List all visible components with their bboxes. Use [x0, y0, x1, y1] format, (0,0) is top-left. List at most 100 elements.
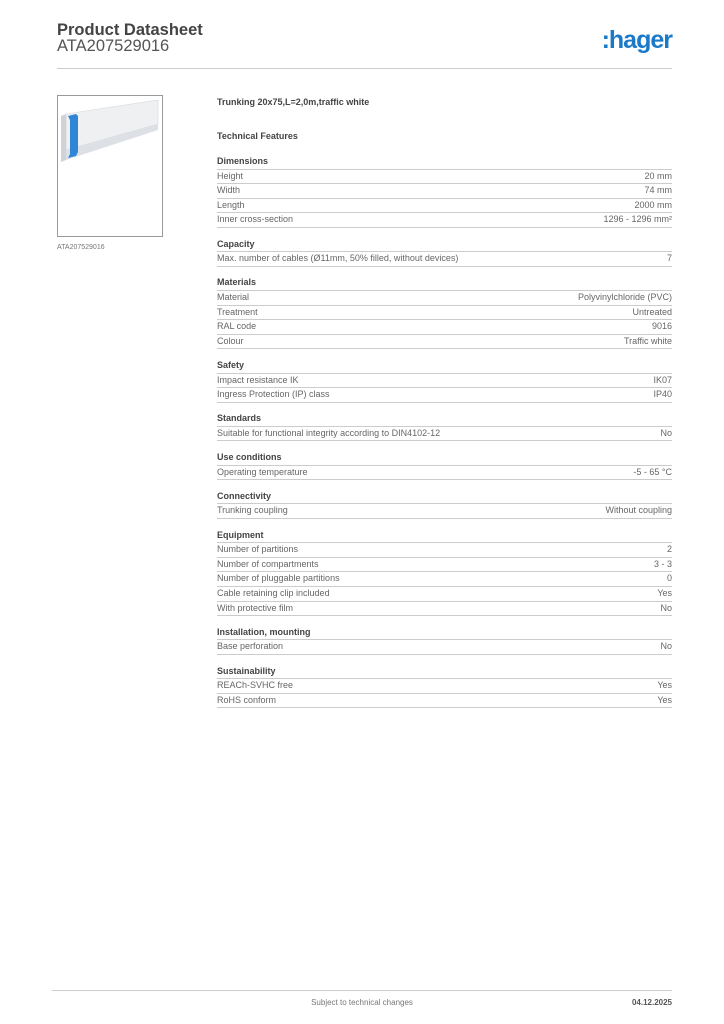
spec-label: Impact resistance IK	[217, 374, 299, 385]
spec-label: Cable retaining clip included	[217, 588, 330, 598]
spec-section: Installation, mounting Base perforation No	[217, 626, 672, 655]
spec-value: 20 mm	[644, 170, 672, 181]
spec-value: IK07	[653, 374, 672, 385]
hager-logo: :hager	[601, 26, 673, 54]
section-heading: Use conditions	[217, 451, 672, 466]
spec-label: Height	[217, 170, 244, 181]
spec-value: Yes	[657, 694, 672, 705]
spec-row: Number of pluggable partitions 0	[217, 572, 672, 587]
spec-value: Polyvinylchloride (PVC)	[577, 291, 672, 302]
spec-label: Base perforation	[217, 641, 284, 652]
spec-label: Trunking coupling	[217, 505, 288, 516]
spec-label: RoHS conform	[217, 694, 277, 705]
spec-section: Dimensions Height 20 mm Width 74 mm Length 200…	[217, 155, 672, 228]
trunking-illustration	[61, 99, 159, 162]
spec-value: 2	[666, 544, 672, 555]
spec-row: Suitable for functional integrity accord…	[217, 427, 672, 442]
technical-features-heading: Technical Features	[217, 131, 298, 141]
spec-value: No	[660, 427, 672, 438]
spec-value: Yes	[657, 588, 672, 598]
spec-label: Inner cross-section	[217, 214, 294, 225]
spec-content: Trunking 20x75,L=2,0m,traffic white Tech…	[217, 95, 672, 709]
spec-row: Length 2000 mm	[217, 199, 672, 214]
product-image	[57, 95, 163, 237]
footer-divider	[52, 990, 672, 991]
spec-section: Safety Impact resistance IK IK07 Ingress Pr…	[217, 359, 672, 403]
spec-row: Trunking coupling Without coupling	[217, 504, 672, 520]
spec-row: Number of partitions 2	[217, 543, 672, 558]
spec-value: Untreated	[632, 306, 672, 317]
spec-label: RAL code	[217, 321, 257, 332]
spec-label: Length	[217, 199, 245, 210]
spec-row: With protective film No	[217, 602, 672, 617]
spec-value: 7	[666, 253, 672, 264]
page-title: Product Datasheet	[57, 21, 203, 39]
spec-row: Operating temperature -5 - 65 °C	[217, 466, 672, 481]
spec-row: Colour Traffic white	[217, 335, 672, 350]
spec-label: Treatment	[217, 306, 258, 317]
spec-label: Colour	[217, 335, 244, 346]
spec-row: Cable retaining clip included Yes	[217, 587, 672, 602]
product-name: Trunking 20x75,L=2,0m,traffic white	[217, 97, 370, 107]
spec-value: Without coupling	[605, 505, 672, 516]
spec-row: RoHS conform Yes	[217, 694, 672, 709]
spec-label: Number of compartments	[217, 558, 319, 569]
spec-value: -5 - 65 °C	[633, 466, 672, 477]
section-heading: Connectivity	[217, 490, 672, 505]
section-heading: Dimensions	[217, 155, 672, 170]
spec-value: No	[660, 641, 672, 652]
spec-section: Capacity Max. number of cables (Ø11mm, 50…	[217, 238, 672, 267]
spec-value: IP40	[653, 389, 672, 400]
footer-note: Subject to technical changes	[311, 998, 413, 1007]
spec-section: Equipment Number of partitions 2 Number of …	[217, 529, 672, 617]
spec-label: Operating temperature	[217, 466, 308, 477]
spec-label: Max. number of cables (Ø11mm, 50% filled…	[217, 253, 459, 264]
spec-section: Materials Material Polyvinylchloride (PVC)…	[217, 276, 672, 350]
section-heading: Capacity	[217, 238, 672, 253]
spec-value: 3 - 3	[653, 558, 672, 569]
spec-label: Suitable for functional integrity accord…	[217, 427, 441, 438]
spec-row: Base perforation No	[217, 640, 672, 655]
spec-label: Ingress Protection (IP) class	[217, 389, 330, 400]
spec-label: REACh-SVHC free	[217, 680, 294, 691]
spec-row: Height 20 mm	[217, 170, 672, 185]
spec-section: Use conditions Operating temperature -5 - …	[217, 451, 672, 481]
footer-date: 04.12.2025	[631, 998, 672, 1007]
spec-row: Material Polyvinylchloride (PVC)	[217, 291, 672, 306]
spec-value: 9016	[651, 321, 672, 332]
spec-row: Inner cross-section 1296 - 1296 mm²	[217, 213, 672, 228]
spec-row: Treatment Untreated	[217, 306, 672, 321]
spec-value: 1296 - 1296 mm²	[603, 214, 672, 225]
spec-label: Number of partitions	[217, 544, 299, 555]
spec-section: Standards Suitable for functional integri…	[217, 412, 672, 442]
spec-section: Connectivity Trunking coupling Without cou…	[217, 490, 672, 520]
spec-value: 2000 mm	[634, 199, 672, 210]
spec-label: Number of pluggable partitions	[217, 573, 340, 584]
spec-label: Material	[217, 291, 250, 302]
section-heading: Safety	[217, 359, 672, 374]
spec-value: No	[660, 602, 672, 613]
spec-row: RAL code 9016	[217, 320, 672, 335]
spec-row: Max. number of cables (Ø11mm, 50% filled…	[217, 252, 672, 267]
section-heading: Standards	[217, 412, 672, 427]
spec-value: Yes	[657, 680, 672, 691]
header-divider	[57, 68, 672, 69]
spec-label: Width	[217, 185, 241, 196]
spec-row: Number of compartments 3 - 3	[217, 558, 672, 573]
spec-row: REACh-SVHC free Yes	[217, 679, 672, 694]
image-caption: ATA207529016	[57, 244, 105, 251]
spec-value: 74 mm	[644, 185, 672, 196]
section-heading: Installation, mounting	[217, 626, 672, 641]
spec-section: Sustainability REACh-SVHC free Yes RoHS con…	[217, 665, 672, 709]
product-code: ATA207529016	[57, 37, 170, 55]
spec-value: Traffic white	[623, 335, 672, 346]
spec-label: With protective film	[217, 602, 294, 613]
section-heading: Equipment	[217, 529, 672, 544]
spec-row: Ingress Protection (IP) class IP40	[217, 388, 672, 403]
spec-row: Width 74 mm	[217, 184, 672, 199]
spec-row: Impact resistance IK IK07	[217, 374, 672, 389]
spec-value: 0	[666, 573, 672, 584]
section-heading: Materials	[217, 276, 672, 291]
section-heading: Sustainability	[217, 665, 672, 680]
